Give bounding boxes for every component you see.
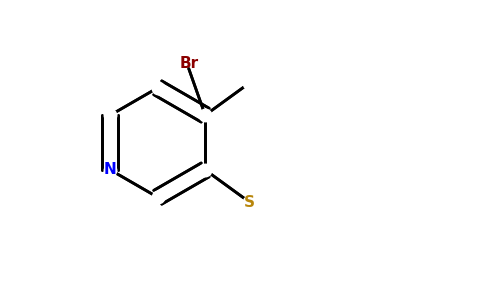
Text: S: S <box>244 195 255 210</box>
Text: Br: Br <box>179 56 198 71</box>
Text: N: N <box>104 162 117 177</box>
